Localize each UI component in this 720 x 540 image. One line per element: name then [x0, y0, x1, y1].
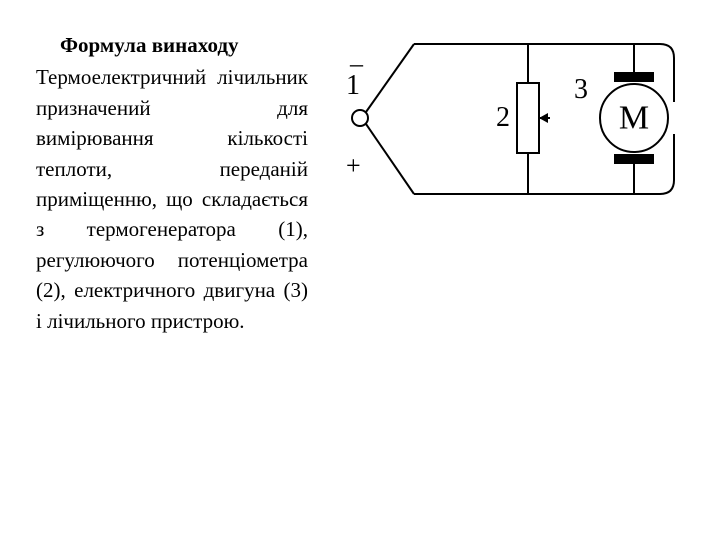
motor-brush-bottom	[614, 154, 654, 164]
label-2: 2	[496, 102, 510, 133]
page: Формула винаходу Термоелектричний лічиль…	[0, 0, 720, 540]
motor-letter: М	[619, 100, 649, 137]
thermocouple-junction	[352, 110, 368, 126]
document-title: Формула винаходу	[36, 32, 308, 58]
potentiometer-body	[517, 83, 539, 153]
document-body: Термоелектричний лічильник призначений д…	[36, 62, 308, 336]
label-1: 1	[346, 70, 360, 101]
motor-brush-top	[614, 72, 654, 82]
text-column: Формула винаходу Термоелектричний лічиль…	[36, 32, 308, 336]
potentiometer-wiper-arrow	[539, 113, 548, 123]
plus-sign: +	[346, 151, 361, 180]
thermocouple-lead-bottom	[366, 124, 414, 194]
label-3: 3	[574, 74, 588, 105]
circuit-diagram: – + М 1 2 3	[318, 22, 690, 212]
thermocouple-lead-top	[366, 44, 414, 112]
